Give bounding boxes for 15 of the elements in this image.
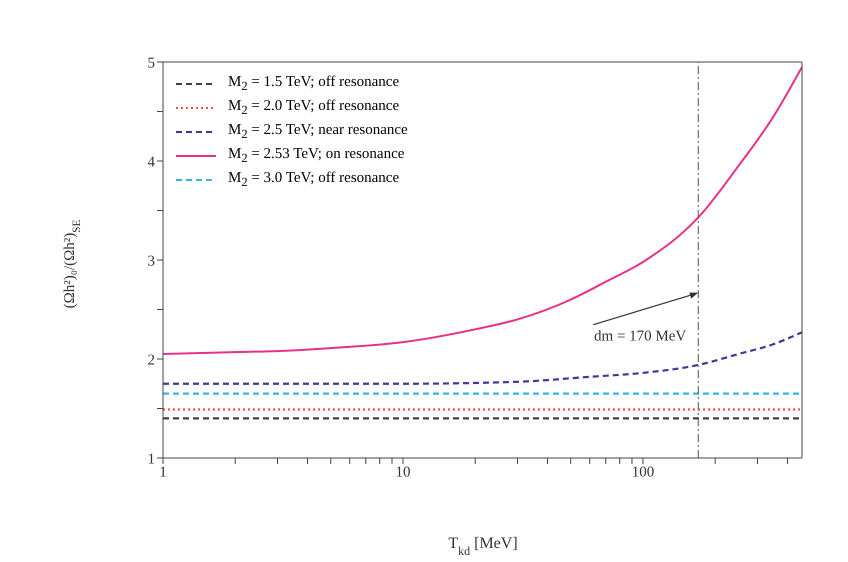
legend-label: M$_{2}$ = 2.5 TeV; near resonance bbox=[228, 122, 408, 142]
y-tick-label: 5 bbox=[148, 55, 155, 72]
x-tick-label: 10 bbox=[395, 464, 410, 481]
legend-label: M$_{2}$ = 2.0 TeV; off resonance bbox=[228, 98, 400, 118]
legend-label: M$_{2}$ = 2.53 TeV; on resonance bbox=[228, 146, 404, 166]
x-tick-label: 1 bbox=[159, 464, 167, 481]
y-tick-label: 4 bbox=[148, 154, 156, 170]
y-tick-label: 3 bbox=[148, 253, 155, 270]
legend-label: M$_{2}$ = 1.5 TeV; off resonance bbox=[228, 74, 400, 94]
legend-label: M$_{2}$ = 3.0 TeV; off resonance bbox=[228, 170, 400, 190]
y-tick-label: 1 bbox=[148, 451, 155, 468]
y-tick-label: 2 bbox=[148, 352, 155, 368]
x-tick-label: 100 bbox=[632, 464, 654, 481]
x-axis-title: T$_{kd}$ [MeV] bbox=[448, 535, 518, 558]
annotation: dm = 170 MeV bbox=[594, 328, 686, 345]
